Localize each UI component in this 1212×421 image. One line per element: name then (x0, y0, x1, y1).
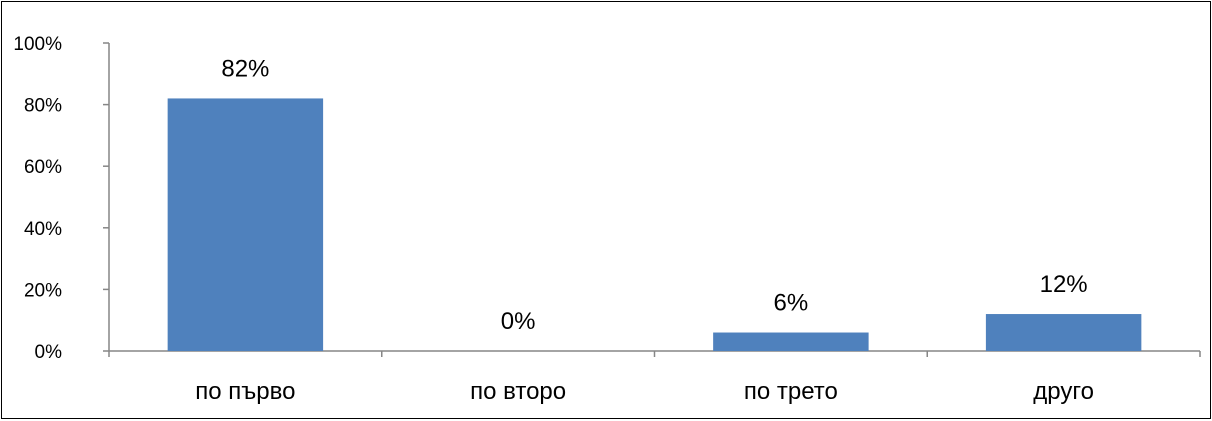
category-label: по трето (744, 378, 838, 405)
labels: 82% по първо 0% по второ 6% по трето 12% друго (195, 55, 1094, 405)
data-label: 6% (774, 290, 809, 317)
data-label: 82% (221, 55, 269, 82)
y-tick-label: 40% (24, 219, 62, 240)
bar (713, 332, 869, 351)
category-label: друго (1033, 378, 1094, 405)
y-tick-label: 60% (24, 157, 62, 178)
data-label: 0% (501, 308, 536, 335)
bar (167, 98, 324, 351)
category-label: по първо (195, 378, 295, 405)
y-tick-label: 100% (13, 34, 62, 55)
category-label: по второ (470, 378, 566, 405)
y-tick-label: 0% (35, 342, 63, 363)
y-tick-label: 20% (24, 280, 62, 301)
y-tick-label: 80% (24, 96, 62, 117)
bars (167, 98, 1142, 351)
bar (985, 314, 1142, 351)
data-label: 12% (1040, 271, 1088, 298)
